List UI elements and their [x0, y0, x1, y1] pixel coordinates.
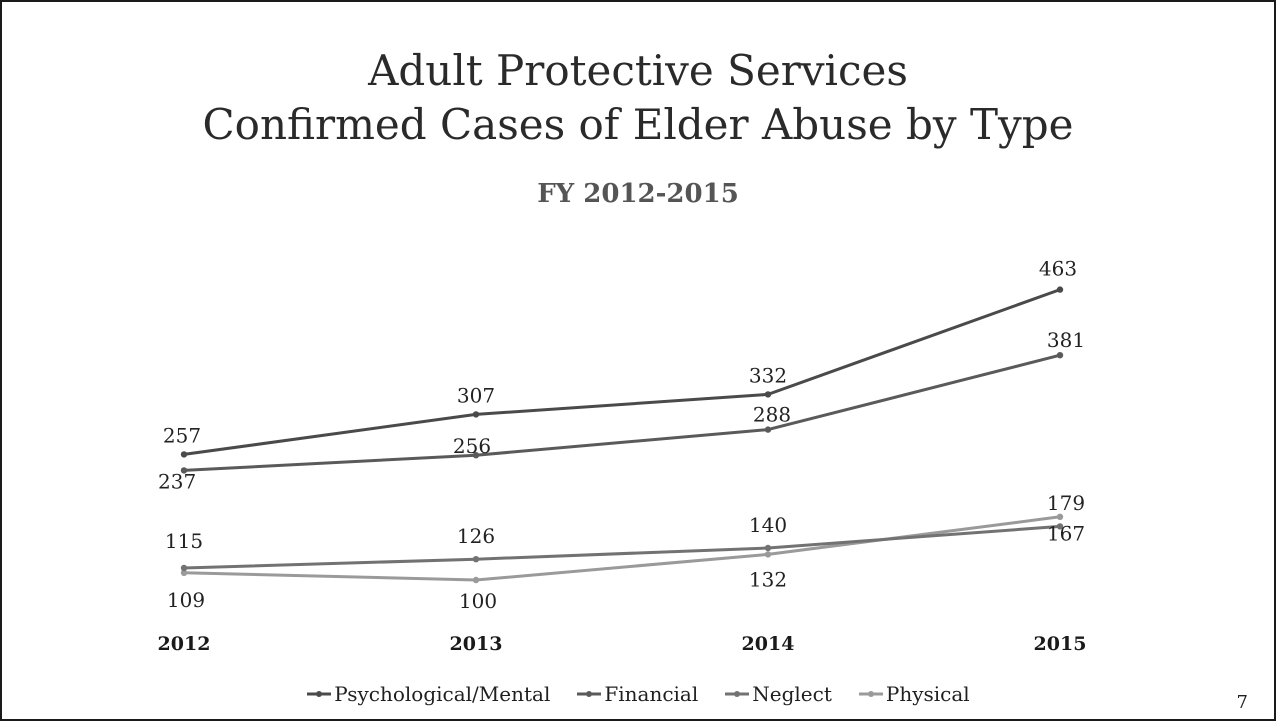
data-point-2-3 — [1056, 523, 1064, 530]
slide-title: Adult Protective Services Confirmed Case… — [2, 44, 1274, 152]
slide-title-line-1: Adult Protective Services — [368, 46, 908, 95]
data-label-3-2: 132 — [749, 567, 787, 591]
data-label-2-3: 167 — [1047, 521, 1085, 545]
legend-item-1: Financial — [576, 682, 698, 706]
data-point-3-2 — [764, 551, 772, 558]
legend-item-2: Neglect — [724, 682, 832, 706]
chart-legend: Psychological/Mental Financial Neglect Phys… — [2, 682, 1274, 706]
x-tick-label-2: 2014 — [742, 633, 795, 655]
x-tick-label-1: 2013 — [450, 633, 503, 655]
legend-item-3: Physical — [858, 682, 970, 706]
series-line-1 — [182, 353, 1062, 472]
legend-swatch-0 — [307, 691, 332, 697]
series-line-0 — [182, 288, 1062, 456]
data-point-3-3 — [1056, 513, 1064, 520]
legend-swatch-2 — [725, 691, 750, 697]
data-point-1-2 — [764, 426, 772, 433]
data-label-1-1: 256 — [453, 434, 491, 458]
series-line-2 — [182, 524, 1062, 570]
legend-swatch-3 — [858, 691, 883, 697]
data-point-1-3 — [1056, 352, 1064, 359]
data-point-2-2 — [764, 544, 772, 552]
legend-swatch-1 — [577, 691, 602, 697]
data-label-2-1: 126 — [457, 524, 495, 548]
legend-label-2: Neglect — [752, 682, 832, 706]
page-number: 7 — [1236, 692, 1248, 713]
legend-label-1: Financial — [604, 682, 699, 706]
data-label-0-0: 257 — [163, 423, 201, 447]
chart-title: FY 2012-2015 — [537, 179, 739, 209]
data-label-0-1: 307 — [457, 383, 495, 407]
legend-item-0: Psychological/Mental — [306, 682, 550, 706]
data-label-3-1: 100 — [459, 589, 497, 613]
data-point-3-1 — [472, 576, 480, 584]
data-label-3-3: 179 — [1047, 491, 1085, 515]
data-label-1-3: 381 — [1047, 328, 1085, 352]
legend-label-3: Physical — [885, 682, 970, 706]
data-point-1-1 — [472, 452, 480, 459]
data-point-0-0 — [180, 451, 188, 458]
data-label-2-0: 115 — [165, 529, 203, 553]
data-point-0-2 — [764, 391, 772, 398]
data-point-3-0 — [180, 569, 188, 576]
x-tick-label-0: 2012 — [158, 633, 211, 655]
series-line-3 — [182, 515, 1062, 582]
data-label-1-0: 237 — [158, 469, 196, 493]
data-label-1-2: 288 — [753, 403, 791, 427]
slide-title-line-2: Confirmed Cases of Elder Abuse by Type — [202, 100, 1074, 149]
data-label-2-2: 140 — [749, 513, 787, 537]
data-label-3-0: 109 — [167, 588, 205, 612]
data-point-0-1 — [472, 411, 480, 418]
data-point-1-0 — [180, 467, 188, 474]
data-label-0-3: 463 — [1039, 257, 1077, 281]
legend-label-0: Psychological/Mental — [334, 682, 551, 706]
data-point-2-1 — [472, 556, 480, 563]
x-tick-label-3: 2015 — [1034, 633, 1087, 655]
data-label-0-2: 332 — [749, 363, 787, 387]
data-point-0-3 — [1056, 286, 1064, 293]
data-point-2-0 — [180, 564, 188, 572]
